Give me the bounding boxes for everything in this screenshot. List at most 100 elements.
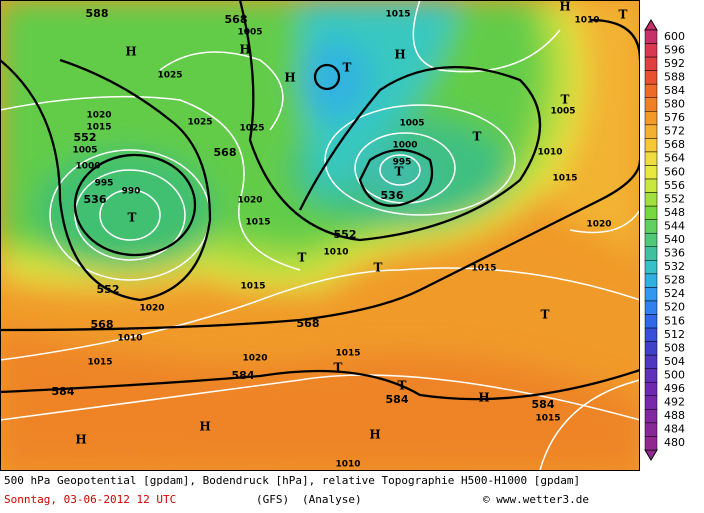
colorbar-segment <box>644 382 658 397</box>
height-label: 588 <box>86 7 109 20</box>
colorbar-segment <box>644 395 658 410</box>
colorbar-segment <box>644 327 658 342</box>
colorbar-segment <box>644 287 658 302</box>
colorbar-label: 592 <box>664 57 685 70</box>
colorbar-bottom-arrow <box>644 449 658 461</box>
colorbar-label: 544 <box>664 219 685 232</box>
height-label: 584 <box>386 393 409 406</box>
isobar-label: 1015 <box>335 349 360 359</box>
footer-run: (Analyse) <box>302 493 362 506</box>
map-labels: 588 568 H 1005 H H T 1015 H 1010 T H 1025 1025 1025 102… <box>52 0 628 470</box>
colorbar-label: 516 <box>664 314 685 327</box>
colorbar-segment <box>644 97 658 112</box>
colorbar-label: 588 <box>664 70 685 83</box>
pressure-center: T <box>619 8 628 22</box>
colorbar-label: 496 <box>664 382 685 395</box>
colorbar-label: 520 <box>664 301 685 314</box>
pressure-center: T <box>473 130 482 144</box>
colorbar-label: 548 <box>664 206 685 219</box>
colorbar-segment <box>644 165 658 180</box>
isobar-label: 1015 <box>245 218 270 228</box>
colorbar-label: 536 <box>664 247 685 260</box>
isobar-label: 1020 <box>237 196 262 206</box>
colorbar-label: 488 <box>664 409 685 422</box>
height-label: 568 <box>225 13 248 26</box>
isobar-label: 1015 <box>471 264 496 274</box>
isobar-label: 1015 <box>385 10 410 20</box>
colorbar-label: 568 <box>664 138 685 151</box>
colorbar-segment <box>644 409 658 424</box>
isobar-label: 1025 <box>187 118 212 128</box>
colorbar-label: 584 <box>664 84 685 97</box>
colorbar-segment <box>644 124 658 139</box>
colorbar-segment <box>644 422 658 437</box>
pressure-center: T <box>561 93 570 107</box>
pressure-center: H <box>394 48 405 62</box>
isobar-label: 995 <box>95 179 114 189</box>
colorbar-label: 572 <box>664 125 685 138</box>
isobar-label: 1025 <box>239 124 264 134</box>
isobar-label: 1010 <box>117 334 142 344</box>
pressure-center: T <box>541 308 550 322</box>
colorbar-segment <box>644 29 658 44</box>
height-label: 584 <box>532 398 555 411</box>
height-contours <box>0 0 640 401</box>
isobar-label: 1015 <box>87 358 112 368</box>
pressure-center: H <box>559 0 570 14</box>
isobar-label: 1020 <box>586 220 611 230</box>
colorbar-label: 556 <box>664 179 685 192</box>
colorbar-segment <box>644 178 658 193</box>
colorbar-label: 552 <box>664 192 685 205</box>
pressure-center: T <box>374 261 383 275</box>
colorbar-segment <box>644 43 658 58</box>
colorbar-segment <box>644 192 658 207</box>
pressure-center: T <box>395 165 404 179</box>
height-label: 568 <box>214 146 237 159</box>
map-frame <box>0 0 640 471</box>
pressure-center: T <box>343 61 352 75</box>
isobar-label: 1010 <box>574 16 599 26</box>
colorbar-segment <box>644 246 658 261</box>
isobar-label: 1010 <box>335 460 360 470</box>
isobar-label: 1005 <box>399 119 424 129</box>
height-label: 584 <box>232 369 255 382</box>
height-label: 584 <box>52 385 75 398</box>
pressure-center: H <box>199 420 210 434</box>
colorbar-label: 600 <box>664 30 685 43</box>
isobar-label: 1025 <box>157 71 182 81</box>
pressure-center: T <box>398 379 407 393</box>
colorbar-segment <box>644 56 658 71</box>
height-label: 568 <box>297 317 320 330</box>
colorbar-segment <box>644 436 658 451</box>
colorbar-segment <box>644 111 658 126</box>
height-label: 536 <box>381 189 404 202</box>
colorbar-segment <box>644 273 658 288</box>
colorbar-label: 576 <box>664 111 685 124</box>
isobar-label: 995 <box>393 158 412 168</box>
colorbar-segment <box>644 260 658 275</box>
colorbar-label: 504 <box>664 355 685 368</box>
isobar-label: 1015 <box>86 123 111 133</box>
colorbar-label: 528 <box>664 274 685 287</box>
isobar-label: 990 <box>122 187 141 197</box>
colorbar-label: 532 <box>664 260 685 273</box>
colorbar-segment <box>644 205 658 220</box>
footer-date: Sonntag, 03-06-2012 12 UTC <box>4 493 176 506</box>
pressure-center: T <box>298 251 307 265</box>
colorbar-label: 500 <box>664 368 685 381</box>
colorbar-label: 524 <box>664 287 685 300</box>
isobar-label: 1005 <box>237 28 262 38</box>
colorbar-label: 580 <box>664 98 685 111</box>
isobar-label: 1000 <box>392 141 417 151</box>
colorbar-segment <box>644 354 658 369</box>
colorbar-segment <box>644 300 658 315</box>
colorbar-segment <box>644 70 658 85</box>
height-label: 552 <box>74 131 97 144</box>
pressure-center: H <box>369 428 380 442</box>
pressure-center: H <box>478 391 489 405</box>
isobar-label: 1010 <box>323 248 348 258</box>
colorbar-segment <box>644 341 658 356</box>
colorbar-label: 492 <box>664 396 685 409</box>
colorbar-label: 484 <box>664 423 685 436</box>
